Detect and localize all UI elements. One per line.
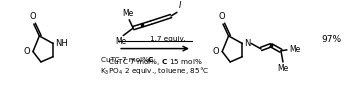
Text: O: O: [212, 47, 219, 56]
Text: NH: NH: [55, 39, 67, 48]
Text: O: O: [23, 47, 30, 56]
Text: Me: Me: [122, 9, 134, 18]
Text: O: O: [29, 12, 36, 21]
Text: Me: Me: [277, 64, 289, 73]
Text: K$_3$PO$_4$ 2 equiv., toluene, 85°C: K$_3$PO$_4$ 2 equiv., toluene, 85°C: [100, 66, 210, 77]
Text: C: C: [148, 57, 153, 63]
Bar: [141, 24, 143, 26]
Text: CuTC 7 mol%, $\mathbf{C}$ 15 mol%: CuTC 7 mol%, $\mathbf{C}$ 15 mol%: [108, 57, 202, 67]
Bar: [270, 44, 272, 46]
Text: N: N: [244, 39, 251, 48]
Text: 1.7 equiv.: 1.7 equiv.: [150, 36, 186, 42]
Text: I: I: [179, 1, 181, 10]
Text: 97%: 97%: [321, 35, 342, 44]
Text: Me: Me: [289, 45, 300, 54]
Text: Me: Me: [116, 37, 127, 46]
Text: O: O: [219, 12, 225, 21]
Text: CuTC 7 mol%,: CuTC 7 mol%,: [101, 57, 153, 63]
